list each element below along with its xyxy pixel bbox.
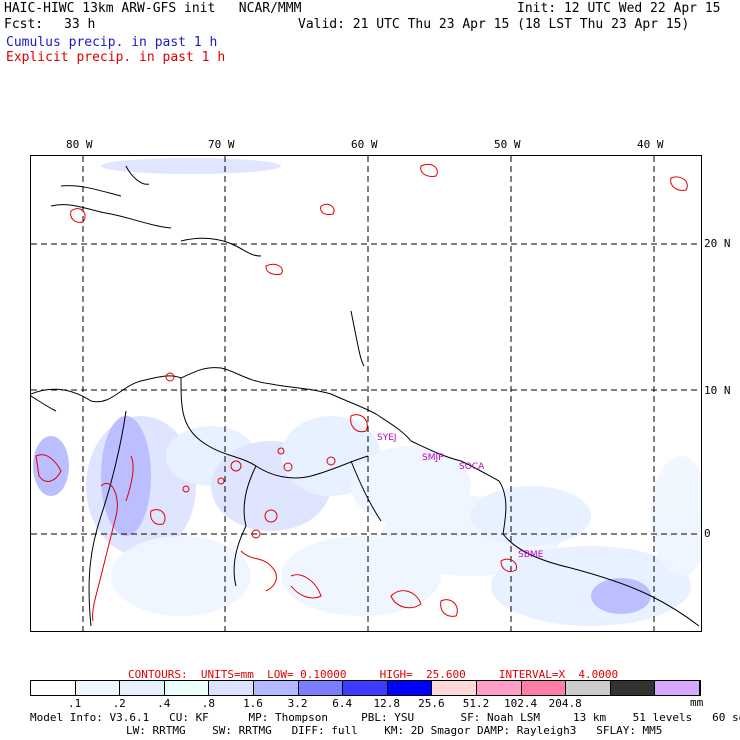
precip-map: SYEJ SMJP SOCA SBME [30, 155, 702, 632]
model-info-line1: Model Info: V3.6.1 CU: KF MP: Thompson P… [30, 711, 740, 724]
colorbar-swatch [476, 681, 522, 695]
valid-time: Valid: 21 UTC Thu 23 Apr 15 (18 LST Thu … [298, 17, 690, 32]
colorbar-swatch [566, 681, 611, 695]
colorbar-unit: mm [690, 696, 704, 709]
colorbar-tick-label: .1 [67, 697, 82, 710]
legend-cumulus: Cumulus precip. in past 1 h [6, 35, 218, 50]
model-info-line2: LW: RRTMG SW: RRTMG DIFF: full KM: 2D Sm… [126, 724, 663, 737]
colorbar-swatch [75, 681, 121, 695]
legend-explicit: Explicit precip. in past 1 h [6, 50, 226, 65]
colorbar-swatch [432, 681, 477, 695]
colorbar-swatch [610, 681, 656, 695]
colorbar-ticks: .1 .2 .4 .8 1.6 3.2 6.4 12.8 25.6 51.2 102.4 204.8 [30, 697, 710, 710]
lon-label: 40 W [637, 138, 664, 151]
station-label: SMJP [422, 453, 444, 463]
colorbar-tick-label: .8 [201, 697, 216, 710]
colorbar-tick-label: 6.4 [332, 697, 353, 710]
colorbar-swatch [164, 681, 210, 695]
colorbar-swatch [120, 681, 165, 695]
contour-info: CONTOURS: UNITS=mm LOW= 0.10000 HIGH= 25… [128, 668, 619, 681]
colorbar-swatch [209, 681, 254, 695]
colorbar-swatch [298, 681, 344, 695]
lat-label: 10 N [704, 384, 731, 397]
explicit-precip-contours [35, 163, 688, 622]
forecast-hour: 33 h [64, 17, 96, 32]
lon-label: 50 W [494, 138, 521, 151]
lon-label: 60 W [351, 138, 378, 151]
lon-label: 70 W [208, 138, 235, 151]
colorbar-swatch [253, 681, 299, 695]
forecast-label: Fcst: [4, 17, 44, 32]
init-time: Init: 12 UTC Wed 22 Apr 15 [517, 1, 721, 16]
lat-label: 0 [704, 527, 711, 540]
colorbar-tick-label: 1.6 [243, 697, 263, 710]
colorbar-swatch [387, 681, 433, 695]
colorbar-swatch [343, 681, 388, 695]
colorbar-swatch [31, 681, 76, 695]
model-title: HAIC-HIWC 13km ARW-GFS init NCAR/MMM [4, 1, 302, 16]
station-label: SOCA [459, 462, 485, 472]
colorbar-tick-label: .4 [157, 697, 171, 710]
colorbar-swatch [521, 681, 567, 695]
station-label: SBME [518, 550, 544, 560]
lon-label: 80 W [66, 138, 93, 151]
station-label: SYEJ [377, 433, 397, 443]
colorbar-tick-label: 12.8 [373, 697, 401, 710]
colorbar-tick-label: 204.8 [548, 697, 582, 710]
colorbar [30, 680, 701, 696]
lat-label: 20 N [704, 237, 731, 250]
lat-lon-grid [31, 156, 701, 631]
colorbar-swatch [655, 681, 700, 695]
colorbar-tick-label: .2 [112, 697, 126, 710]
coastlines [31, 165, 700, 627]
colorbar-tick-label: 51.2 [462, 697, 490, 710]
colorbar-tick-label: 3.2 [287, 697, 308, 710]
colorbar-tick-label: 25.6 [418, 697, 445, 710]
cumulus-precip-shading [33, 158, 701, 626]
colorbar-tick-label: 102.4 [504, 697, 538, 710]
